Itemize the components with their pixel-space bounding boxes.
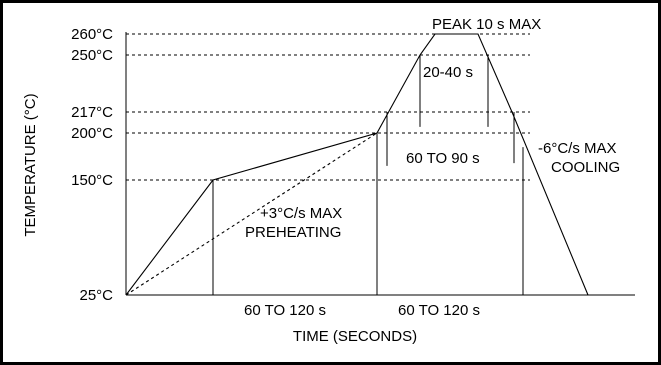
y-tick-label-217: 217°C bbox=[71, 104, 113, 121]
profile-line-dashed bbox=[125, 132, 378, 296]
reference-lines bbox=[126, 33, 530, 181]
y-tick-label-25: 25°C bbox=[79, 287, 113, 304]
annotation-span-reflow: 60 TO 120 s bbox=[398, 302, 480, 319]
annotation-span-preheat: 60 TO 120 s bbox=[244, 302, 326, 319]
y-tick-labels: 25°C 150°C 200°C 217°C 250°C 260°C bbox=[71, 26, 113, 304]
annotation-time-above-250: 20-40 s bbox=[423, 64, 473, 81]
y-tick-label-260: 260°C bbox=[71, 26, 113, 43]
profile-curves bbox=[125, 33, 589, 296]
annotation-cooling-label: COOLING bbox=[551, 159, 620, 176]
x-axis-title: TIME (SECONDS) bbox=[293, 328, 417, 345]
annotation-preheat-label: PREHEATING bbox=[245, 224, 341, 241]
profile-line-solid bbox=[125, 33, 589, 296]
annotation-peak: PEAK 10 s MAX bbox=[432, 16, 541, 33]
axes bbox=[125, 32, 635, 296]
y-tick-label-200: 200°C bbox=[71, 125, 113, 142]
segment-markers bbox=[212, 55, 524, 295]
annotation-time-above-217: 60 TO 90 s bbox=[406, 150, 480, 167]
annotation-preheat-rate: +3°C/s MAX bbox=[260, 205, 342, 222]
annotation-cooling-rate: -6°C/s MAX bbox=[538, 140, 617, 157]
y-tick-label-250: 250°C bbox=[71, 47, 113, 64]
y-axis-title: TEMPERATURE (°C) bbox=[22, 93, 39, 236]
y-tick-label-150: 150°C bbox=[71, 172, 113, 189]
